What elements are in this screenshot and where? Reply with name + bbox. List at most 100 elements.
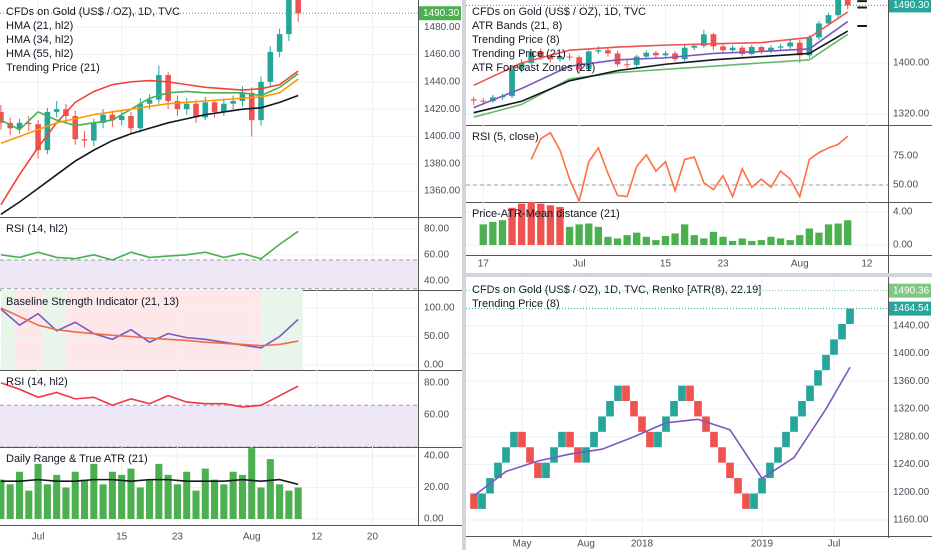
renko-brick: [502, 447, 510, 463]
zone: [65, 290, 262, 370]
series-line: [0, 230, 299, 261]
candle-body: [700, 34, 707, 46]
renko-brick: [622, 385, 630, 402]
bar: [604, 236, 612, 246]
candle-body: [239, 92, 246, 101]
candle-body: [681, 47, 688, 60]
bar: [709, 231, 718, 246]
price-label: 1490.36: [893, 285, 930, 296]
y-tick-label: 1440.00: [893, 320, 930, 331]
candle-body: [267, 51, 274, 82]
y-tick-label: 1360.00: [424, 186, 461, 197]
candle-body: [557, 56, 563, 60]
bar: [118, 474, 126, 520]
candle-body: [739, 47, 746, 55]
y-tick-label: 1320.00: [893, 109, 930, 120]
bar: [796, 235, 804, 246]
x-tick-label: 2018: [631, 539, 654, 550]
bar: [738, 238, 746, 246]
bar: [642, 236, 650, 246]
y-tick-label: 80.00: [424, 223, 449, 234]
bar: [719, 236, 727, 246]
renko-brick: [798, 401, 806, 417]
renko-brick: [846, 308, 854, 324]
candle-body: [576, 57, 583, 70]
x-tick-label: 15: [660, 259, 672, 270]
bar: [257, 487, 265, 520]
renko-brick: [718, 447, 726, 463]
x-tick-label: May: [513, 539, 532, 550]
bar: [80, 479, 89, 520]
series-line: [0, 73, 299, 131]
separator: [462, 0, 466, 550]
bar: [71, 471, 79, 520]
candle-body: [276, 34, 283, 52]
legend-entry: ATR Forecast Zones (21): [472, 62, 595, 74]
bar: [108, 471, 116, 520]
bar: [671, 233, 679, 246]
x-tick-label: 12: [311, 532, 323, 543]
x-tick-label: 15: [116, 532, 128, 543]
panel-title: Daily Range & True ATR (21): [6, 453, 148, 465]
bar: [127, 468, 135, 520]
renko-brick: [670, 401, 678, 417]
series-line: [0, 70, 299, 206]
y-tick-label: 1280.00: [893, 431, 930, 442]
candle-body: [633, 56, 640, 65]
bar: [508, 207, 516, 246]
panel: [466, 0, 888, 125]
zone: [261, 290, 303, 370]
renko-brick: [750, 493, 758, 509]
candle-body: [825, 15, 832, 24]
y-tick-label: 1400.00: [893, 348, 930, 359]
candle-body: [81, 139, 88, 141]
x-tick-label: 2019: [751, 539, 774, 550]
renko-brick: [694, 401, 702, 417]
candle-body: [202, 102, 209, 118]
bar: [99, 484, 107, 520]
candle-body: [230, 100, 236, 104]
bar: [6, 484, 14, 520]
series-line: [473, 366, 851, 497]
panel-title: RSI (14, hl2): [6, 223, 68, 235]
legend-entry: Trending Price (8): [472, 298, 560, 310]
bar: [266, 459, 274, 520]
renko-brick: [598, 416, 606, 432]
panel: [0, 290, 418, 370]
price-label-box: [419, 6, 461, 21]
bar: [575, 224, 583, 246]
bar: [34, 463, 42, 520]
renko-brick: [686, 385, 694, 402]
panel: [0, 370, 418, 447]
candle-body: [183, 103, 190, 110]
legend-entry: HMA (55, hl2): [6, 48, 73, 60]
x-tick-label: 23: [172, 532, 184, 543]
y-tick-label: 4.00: [893, 207, 913, 218]
renko-brick: [734, 478, 742, 494]
bar: [834, 223, 842, 246]
candle-body: [547, 56, 554, 60]
bar: [238, 474, 246, 520]
bar: [489, 221, 497, 246]
bar: [192, 490, 200, 520]
y-tick-label: 100.00: [424, 303, 455, 314]
panel-title: CFDs on Gold (US$ / OZ), 1D, TVC, Renko …: [472, 284, 761, 296]
candle-body: [844, 0, 851, 6]
bar: [537, 203, 545, 246]
y-tick-label: 1440.00: [424, 77, 461, 88]
panel-title: Price-ATR-Mean distance (21): [472, 208, 620, 220]
bar: [285, 490, 293, 520]
series-line: [530, 131, 849, 202]
bar: [62, 487, 70, 520]
bar: [633, 232, 641, 246]
renko-brick: [606, 401, 614, 417]
x-tick-label: Jul: [573, 259, 586, 270]
bar: [0, 479, 5, 520]
series-line: [473, 30, 849, 114]
bar: [294, 487, 302, 520]
renko-brick: [830, 339, 838, 355]
candle-body: [470, 99, 477, 101]
series-line: [473, 20, 849, 109]
bar: [90, 463, 98, 520]
